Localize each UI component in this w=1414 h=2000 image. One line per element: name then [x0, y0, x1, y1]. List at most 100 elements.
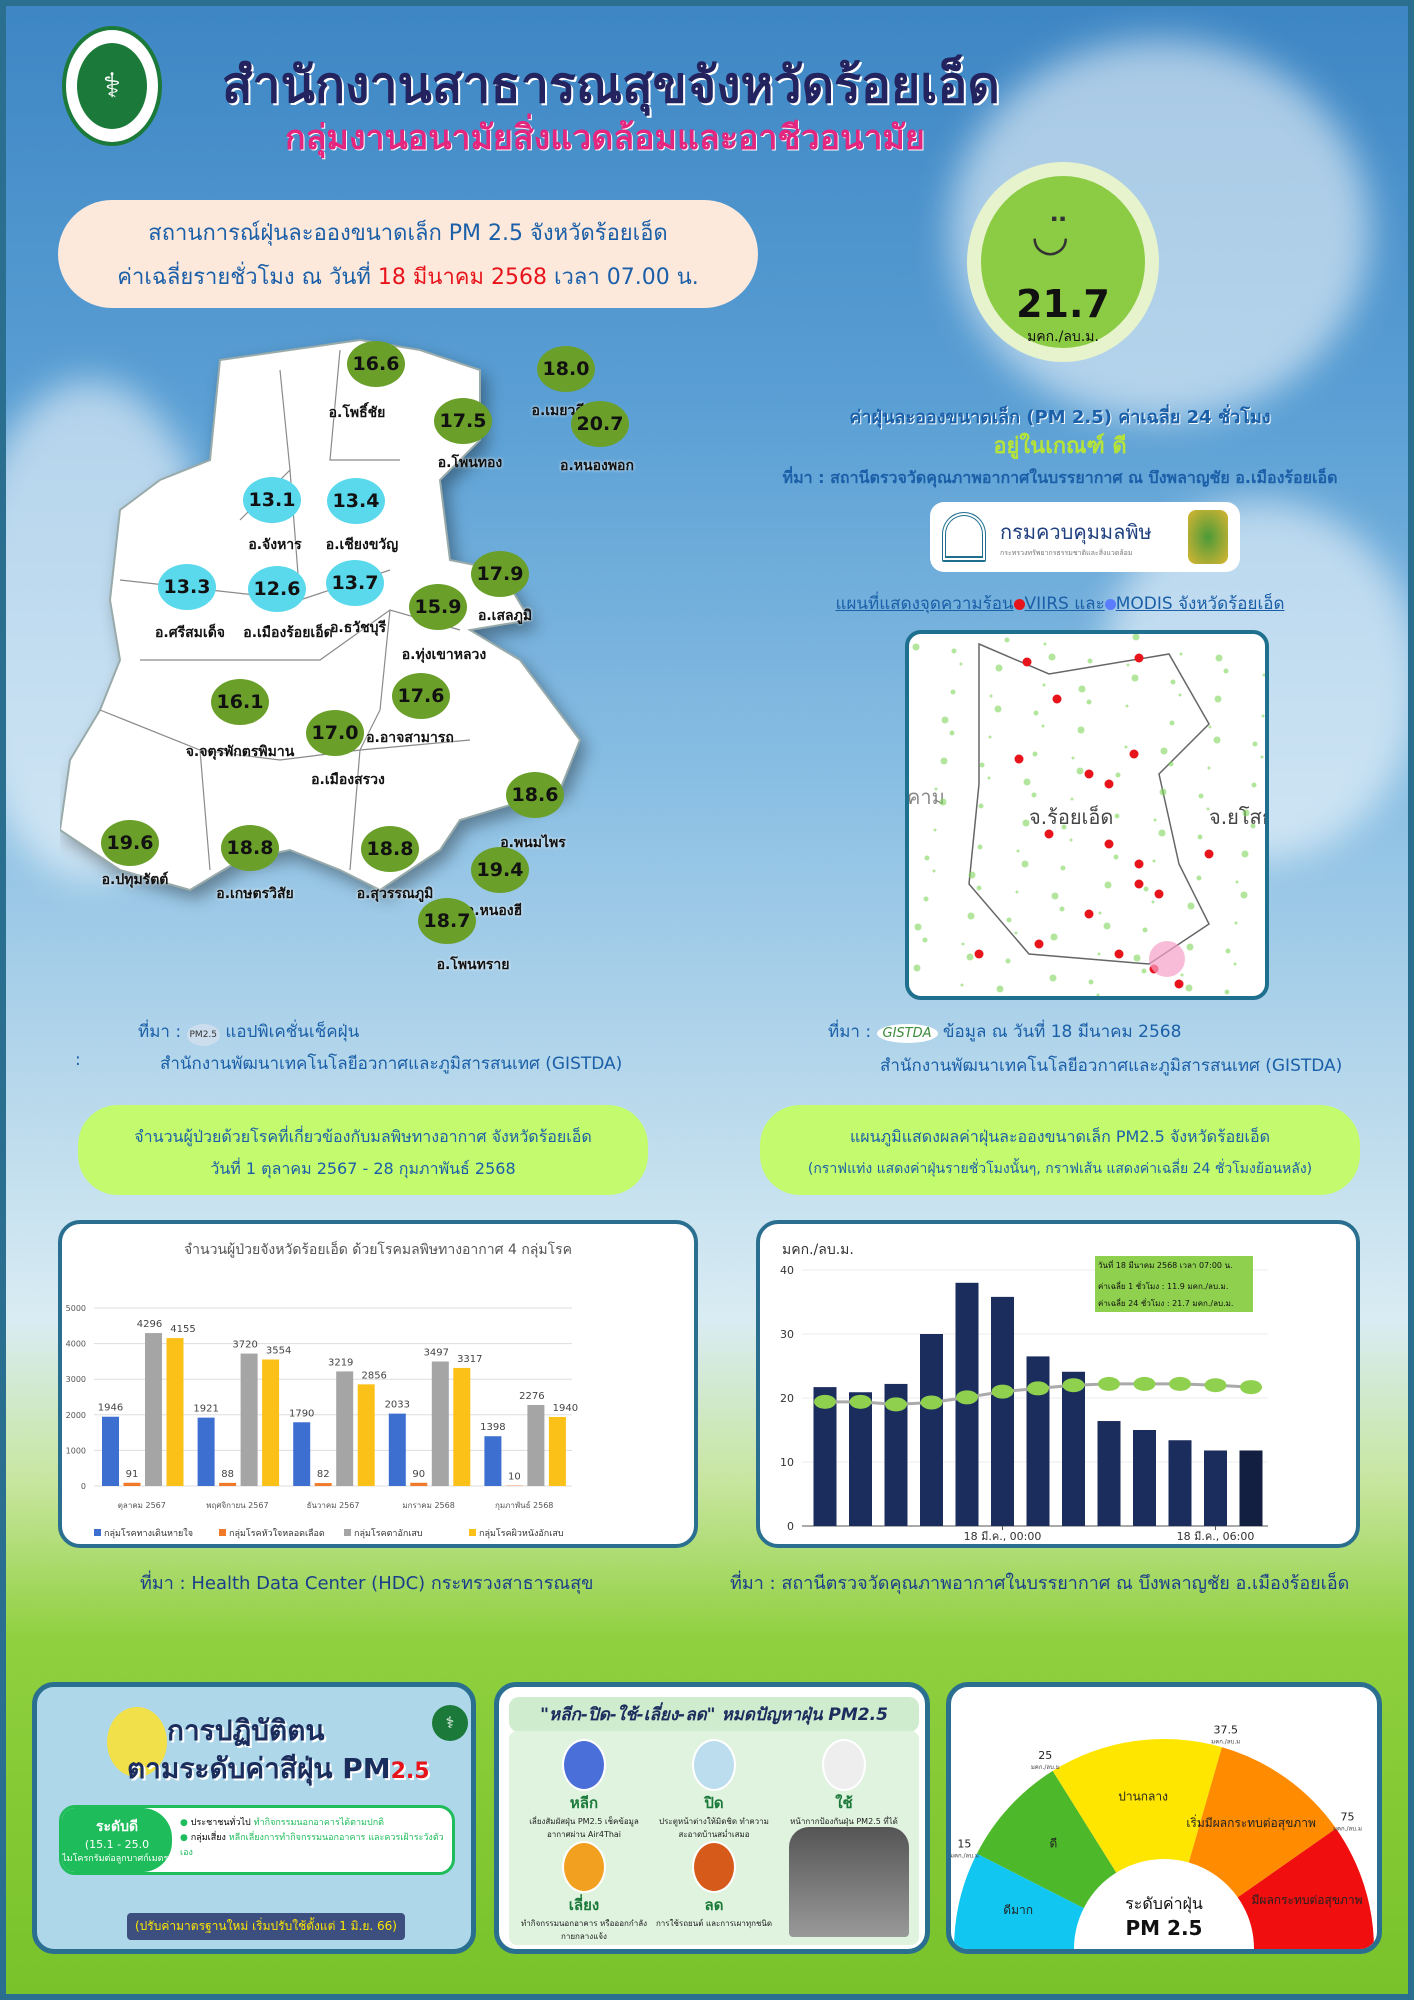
data-label: 3317: [457, 1354, 482, 1365]
current-pm-unit: มคก./ลบ.ม.: [1027, 329, 1099, 345]
standard-note: (ปรับค่ามาตรฐานใหม่ เริ่มปรับใช้ตั้งแต่ …: [127, 1913, 405, 1940]
avg24-point: [991, 1384, 1014, 1399]
vegetation-speck: [995, 664, 1003, 672]
vegetation-speck: [1115, 772, 1121, 778]
mask-icon: [822, 1739, 866, 1791]
vegetation-speck: [1043, 642, 1047, 646]
legend-swatch: [219, 1529, 226, 1536]
gauge-segment: [954, 1853, 1084, 1949]
info-date: วันที่ 18 มีนาคม 2568 เวลา 07:00 น.: [1098, 1259, 1233, 1270]
district-value-bubble: 18.8: [221, 825, 279, 871]
avg24-point: [1133, 1376, 1156, 1391]
district-value-bubble: 17.6: [392, 673, 450, 719]
pcd-ministry: กระทรวงทรัพยากรธรรมชาติและสิ่งแวดล้อม: [1000, 548, 1133, 557]
vegetation-speck: [941, 716, 949, 724]
practice-title1: การปฏิบัติตน: [167, 1714, 325, 1747]
district-name: อ.เมยวดี: [531, 403, 585, 419]
pcd-name: กรมควบคุมมลพิษ: [1000, 519, 1152, 544]
vegetation-speck: [1033, 710, 1039, 716]
pm-chart-source: ที่มา : สถานีตรวจวัดคุณภาพอากาศในบรรยากา…: [730, 1573, 1350, 1594]
neighbor-province-label: จ.ยโสธ: [1209, 805, 1265, 829]
moph-logo: ⚕: [432, 1705, 468, 1741]
source-prefix: ที่มา :: [828, 1022, 872, 1042]
vegetation-speck: [1141, 968, 1147, 974]
bar: [484, 1436, 502, 1486]
district-value-bubble: 13.4: [327, 478, 385, 524]
vegetation-speck: [967, 912, 975, 920]
vegetation-speck: [1032, 751, 1038, 757]
pm24-label: ค่าฝุ่นละอองขนาดเล็ก (PM 2.5) ค่าเฉลี่ย …: [849, 407, 1271, 428]
vegetation-speck: [1251, 782, 1257, 788]
vegetation-speck: [996, 985, 1004, 993]
viirs-hotspot: [1104, 779, 1114, 789]
data-label: 1921: [193, 1404, 218, 1415]
viirs-hotspot: [1022, 657, 1032, 667]
avg24-point: [1027, 1381, 1049, 1396]
pm-chart-banner: แผนภูมิแสดงผลค่าฝุ่นละอองขนาดเล็ก PM2.5 …: [760, 1105, 1360, 1195]
patients-chart-source: ที่มา : Health Data Center (HDC) กระทรวง…: [140, 1573, 594, 1594]
legend-swatch: [344, 1529, 351, 1536]
bar: [197, 1417, 215, 1486]
campaign-word: เลี่ยง: [568, 1896, 600, 1914]
vegetation-speck: [1049, 974, 1057, 982]
vegetation-speck: [1170, 679, 1176, 685]
gauge-title: ระดับค่าฝุ่น: [1125, 1894, 1203, 1914]
bar: [548, 1416, 566, 1486]
chart-title: จำนวนผู้ป่วยจังหวัดร้อยเอ็ด ด้วยโรคมลพิษ…: [184, 1240, 572, 1258]
y-tick-label: 1000: [66, 1446, 86, 1455]
smiley-face-icon: ◡̈: [1031, 210, 1070, 261]
data-label: 88: [221, 1469, 234, 1480]
vegetation-speck: [1178, 693, 1182, 697]
vegetation-speck: [1206, 807, 1210, 811]
district-name: อ.จังหาร: [248, 537, 302, 553]
date: 18 มีนาคม 2568: [377, 265, 548, 290]
practice-title2-text: ตามระดับค่าสีฝุ่น PM: [127, 1752, 391, 1785]
district-value-bubble: 18.0: [537, 346, 595, 392]
info-box: [1095, 1256, 1253, 1312]
vegetation-speck: [934, 787, 938, 791]
bar: [884, 1383, 908, 1526]
current-pm-value: 21.7: [1016, 282, 1110, 326]
campaign-item: เลี่ยง ทำกิจกรรมนอกอาคาร หรือออกกำลังกายก…: [519, 1841, 649, 1943]
district-name: อ.ศรีสมเด็จ: [155, 625, 225, 641]
hotspot-map[interactable]: จ.ร้อยเอ็ด จ.ยโสธ คาม: [905, 630, 1269, 1000]
avg24-point: [1240, 1380, 1262, 1395]
vegetation-speck: [1179, 652, 1183, 656]
bar: [1168, 1440, 1192, 1526]
avg24-point: [1169, 1376, 1191, 1391]
gauge-level-label: ดี: [1050, 1837, 1058, 1851]
pm-banner-line2: (กราฟแท่ง แสดงค่าฝุ่นรายชั่วโมงนั้นๆ, กร…: [807, 1161, 1313, 1177]
bar: [1062, 1371, 1085, 1526]
vegetation-speck: [1104, 881, 1112, 889]
vegetation-speck: [1225, 948, 1231, 954]
data-label: 1398: [480, 1422, 505, 1433]
vegetation-speck: [1086, 699, 1092, 705]
gauge-panel: ดีมาก0มคก./ลบ.มดี15มคก./ลบ.มปานกลาง25มคก…: [946, 1682, 1382, 1954]
vegetation-speck: [1234, 921, 1238, 925]
viirs-label: VIIRS: [1024, 594, 1069, 614]
vegetation-speck: [913, 964, 921, 972]
vegetation-speck: [1133, 954, 1141, 962]
province-border: [968, 642, 1210, 965]
vegetation-speck: [1142, 927, 1148, 933]
mascot-icon: [107, 1707, 167, 1777]
district-value-bubble: 18.8: [361, 826, 419, 872]
x-tick-label: ธันวาคม 2567: [307, 1501, 360, 1510]
district-value-bubble: 17.9: [471, 551, 529, 597]
district-name: อ.พนมไพร: [500, 835, 566, 851]
bar: [145, 1333, 162, 1486]
vegetation-speck: [1198, 793, 1204, 799]
gauge-level-label: มีผลกระทบต่อสุขภาพ: [1252, 1893, 1363, 1908]
district-name: อ.เกษตรวิสัย: [216, 886, 294, 902]
district-name: อ.หนองพอก: [560, 458, 634, 474]
vegetation-speck: [1224, 989, 1230, 995]
viirs-hotspot: [1174, 979, 1184, 989]
pm25-app-icon: PM2.5: [186, 1024, 221, 1046]
bullet-icon: ●: [180, 1833, 188, 1843]
viirs-hotspot: [1204, 849, 1214, 859]
district-name: อ.โพนทราย: [436, 957, 510, 973]
data-label: 3720: [232, 1340, 257, 1351]
vegetation-speck: [1069, 838, 1073, 842]
vegetation-speck: [1060, 865, 1066, 871]
vegetation-speck: [1261, 714, 1265, 718]
